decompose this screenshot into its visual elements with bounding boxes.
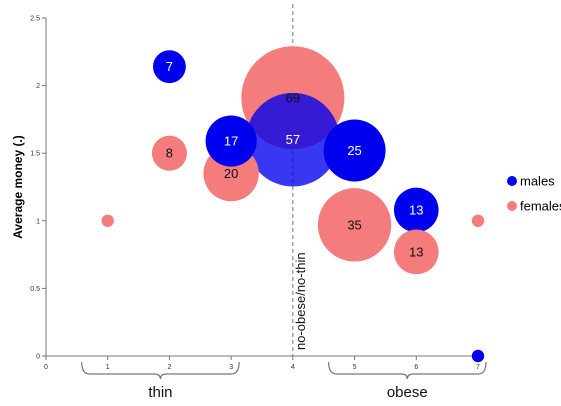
x-tick-label: 5 <box>353 364 357 371</box>
y-axis-title: Average money (.) <box>11 135 25 239</box>
axes: 0 0.5 1 1.5 2 2.5 0 1 2 3 4 5 6 7 <box>30 16 480 372</box>
females-bubble-label: 20 <box>224 166 238 181</box>
x-tick-label: 1 <box>106 364 110 371</box>
x-tick-label: 0 <box>44 364 48 371</box>
females-bubble <box>151 135 187 171</box>
females-bubble <box>101 214 114 227</box>
females-bubble <box>317 188 392 262</box>
x-tick-label: 2 <box>167 364 171 371</box>
males-bubble-label: 25 <box>347 143 361 158</box>
legend-marker <box>507 201 517 211</box>
group-bracket <box>327 361 487 380</box>
males-bubble <box>153 50 186 84</box>
group-bracket <box>81 361 240 380</box>
females-bubble-label: 13 <box>409 244 423 259</box>
legend-marker <box>507 176 517 186</box>
legend-label: females <box>520 199 561 214</box>
legend-label: males <box>520 174 555 189</box>
males-bubble-label: 13 <box>409 202 423 217</box>
males-bubble <box>323 119 386 182</box>
y-tick-label: 1 <box>36 218 40 225</box>
males-bubble <box>393 187 439 233</box>
x-tick-label: 7 <box>476 364 480 371</box>
females-bubble-label: 8 <box>166 146 173 161</box>
y-tick-label: 1.5 <box>30 151 40 158</box>
males-bubble-label: 17 <box>224 134 238 149</box>
females-bubble-label: 35 <box>347 217 361 232</box>
legend: males females <box>507 174 561 214</box>
males-bubble-label: 57 <box>286 132 300 147</box>
y-tick-label: 0 <box>36 354 40 361</box>
bubbles <box>101 46 485 363</box>
bubble-labels: 7 17 57 25 13 8 20 69 35 13 <box>166 59 424 259</box>
males-bubble <box>205 115 257 167</box>
females-bubble <box>393 229 439 275</box>
males-bubble-label: 7 <box>166 59 173 74</box>
y-tick-label: 2.5 <box>30 16 40 23</box>
males-bubble <box>471 349 485 363</box>
males-bubble <box>246 92 340 187</box>
y-tick-label: 2 <box>36 83 40 90</box>
x-tick-label: 6 <box>414 364 418 371</box>
divider-label: no-obese/no-thin <box>293 252 308 350</box>
x-tick-label: 4 <box>291 364 295 371</box>
females-bubble-label: 69 <box>286 90 300 105</box>
group-label: obese <box>387 384 428 401</box>
group-label: thin <box>148 384 172 401</box>
y-tick-label: 0.5 <box>30 286 40 293</box>
group-brackets: thin obese <box>81 361 487 401</box>
x-tick-label: 3 <box>229 364 233 371</box>
females-bubble <box>471 214 485 227</box>
